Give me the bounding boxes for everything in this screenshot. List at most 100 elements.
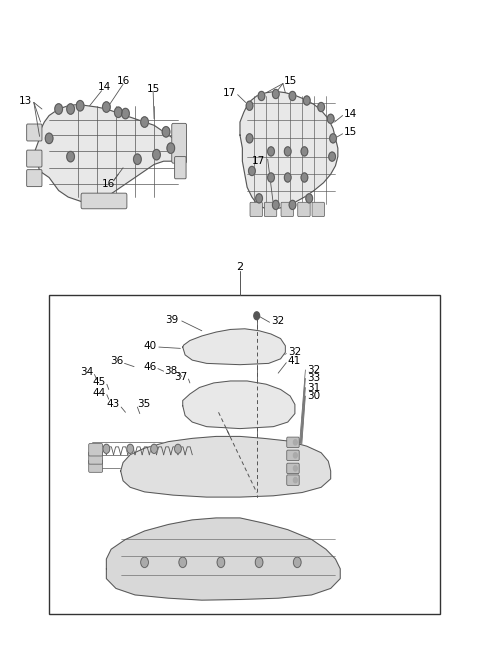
FancyBboxPatch shape — [172, 123, 187, 163]
Circle shape — [293, 453, 297, 458]
Text: 15: 15 — [344, 127, 357, 137]
Circle shape — [303, 96, 310, 105]
FancyBboxPatch shape — [27, 150, 42, 167]
Circle shape — [162, 126, 170, 137]
FancyBboxPatch shape — [89, 443, 103, 456]
Circle shape — [293, 477, 297, 483]
Circle shape — [273, 90, 279, 98]
FancyBboxPatch shape — [175, 157, 186, 179]
Text: 37: 37 — [174, 372, 188, 382]
Circle shape — [246, 101, 253, 110]
Circle shape — [67, 103, 74, 114]
Circle shape — [293, 466, 297, 471]
Polygon shape — [35, 104, 180, 204]
FancyBboxPatch shape — [287, 475, 299, 485]
Text: 33: 33 — [307, 373, 320, 383]
Circle shape — [329, 152, 336, 161]
Circle shape — [293, 440, 297, 445]
FancyBboxPatch shape — [81, 193, 127, 209]
Text: 43: 43 — [107, 400, 120, 409]
Text: 31: 31 — [307, 383, 320, 392]
Circle shape — [318, 102, 324, 111]
Circle shape — [306, 194, 312, 203]
Circle shape — [273, 200, 279, 210]
FancyBboxPatch shape — [27, 170, 42, 187]
Text: 44: 44 — [92, 388, 106, 398]
Text: 13: 13 — [19, 96, 33, 105]
Text: 2: 2 — [237, 263, 243, 272]
Text: 16: 16 — [102, 179, 115, 189]
Text: 42: 42 — [205, 391, 218, 401]
Text: 30: 30 — [307, 391, 320, 401]
Text: 32: 32 — [288, 347, 301, 357]
Circle shape — [330, 134, 336, 143]
FancyBboxPatch shape — [287, 463, 299, 474]
Circle shape — [103, 444, 110, 453]
Text: 15: 15 — [146, 84, 160, 94]
Text: 17: 17 — [223, 88, 236, 98]
FancyBboxPatch shape — [312, 202, 324, 217]
Circle shape — [141, 557, 148, 567]
Bar — [49, 295, 441, 614]
Circle shape — [115, 107, 122, 117]
Circle shape — [289, 92, 296, 100]
Circle shape — [289, 200, 296, 210]
Circle shape — [55, 103, 62, 114]
Text: 38: 38 — [164, 365, 177, 375]
Text: 35: 35 — [137, 400, 151, 409]
Circle shape — [217, 557, 225, 567]
Circle shape — [293, 557, 301, 567]
Text: 36: 36 — [110, 356, 123, 366]
Circle shape — [268, 147, 275, 156]
Circle shape — [175, 444, 181, 453]
Circle shape — [327, 114, 334, 123]
Polygon shape — [107, 518, 340, 600]
FancyBboxPatch shape — [89, 460, 103, 472]
Circle shape — [127, 444, 133, 453]
Circle shape — [76, 100, 84, 111]
Circle shape — [301, 147, 308, 156]
FancyBboxPatch shape — [89, 452, 103, 464]
FancyBboxPatch shape — [287, 450, 299, 460]
Text: 14: 14 — [97, 83, 110, 92]
Circle shape — [256, 194, 263, 203]
Circle shape — [141, 117, 148, 127]
Text: 32: 32 — [271, 316, 284, 326]
Circle shape — [151, 444, 157, 453]
Circle shape — [268, 173, 275, 182]
Circle shape — [246, 134, 253, 143]
Circle shape — [167, 143, 175, 153]
Text: 14: 14 — [344, 109, 357, 119]
FancyBboxPatch shape — [264, 202, 277, 217]
Polygon shape — [240, 92, 338, 209]
FancyBboxPatch shape — [27, 124, 42, 141]
FancyBboxPatch shape — [287, 437, 299, 447]
Circle shape — [67, 151, 74, 162]
Circle shape — [258, 92, 265, 100]
FancyBboxPatch shape — [281, 202, 293, 217]
Circle shape — [103, 102, 110, 112]
Text: 40: 40 — [144, 341, 156, 351]
Polygon shape — [183, 329, 285, 365]
Text: 41: 41 — [288, 356, 301, 366]
Polygon shape — [183, 381, 295, 428]
Text: 45: 45 — [92, 377, 106, 386]
Text: 16: 16 — [117, 76, 130, 86]
Text: 39: 39 — [165, 314, 178, 325]
Text: 34: 34 — [80, 367, 93, 377]
Text: 46: 46 — [143, 362, 156, 371]
Text: 32: 32 — [307, 365, 320, 375]
Text: 17: 17 — [252, 156, 265, 166]
Circle shape — [179, 557, 187, 567]
Circle shape — [284, 173, 291, 182]
Circle shape — [284, 147, 291, 156]
Circle shape — [133, 154, 141, 164]
Text: 15: 15 — [284, 76, 297, 86]
Polygon shape — [120, 436, 331, 497]
Circle shape — [301, 173, 308, 182]
Text: 79: 79 — [195, 484, 208, 495]
Circle shape — [121, 108, 129, 119]
FancyBboxPatch shape — [298, 202, 310, 217]
Circle shape — [153, 149, 160, 160]
Circle shape — [45, 133, 53, 143]
